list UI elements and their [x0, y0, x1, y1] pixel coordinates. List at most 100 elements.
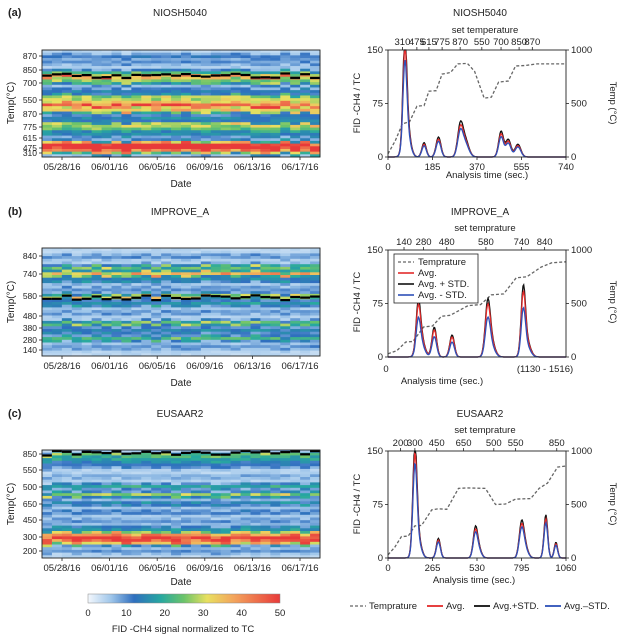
heatmap-cell — [230, 248, 241, 252]
heatmap-cell — [310, 71, 321, 75]
heatmap-cell — [61, 269, 73, 273]
heatmap-cell — [230, 506, 241, 510]
heatmap-cell — [280, 315, 291, 319]
heatmap-cell — [111, 272, 122, 276]
heatmap-cell — [101, 487, 112, 491]
heatmap-cell — [240, 76, 251, 80]
heatmap-cell — [190, 310, 202, 314]
heatmap-cell — [270, 130, 281, 134]
heatmap-cell — [220, 280, 232, 284]
heatmap-cell — [181, 106, 192, 110]
heatmap-cell — [171, 55, 182, 59]
heatmap-cell — [91, 82, 102, 86]
heatmap-cell — [220, 326, 232, 330]
heatmap-cell — [121, 275, 132, 279]
heatmap-cell — [141, 98, 152, 102]
heatmap-cell — [161, 504, 172, 508]
heatmap-cell — [81, 495, 93, 499]
heatmap-cell — [280, 90, 291, 94]
heatmap-cell — [190, 477, 202, 481]
heatmap-cell — [190, 135, 202, 139]
heatmap-cell — [270, 261, 281, 265]
heatmap-cell — [210, 90, 222, 94]
heatmap-cell — [141, 261, 152, 265]
heatmap-cell — [270, 52, 281, 56]
heatmap-cell — [141, 63, 152, 67]
heatmap-cell — [101, 52, 112, 56]
heatmap-cell — [61, 347, 73, 351]
heatmap-cell — [260, 468, 271, 472]
heatmap-cell — [190, 506, 202, 510]
heatmap-cell — [250, 536, 261, 540]
heatmap-cell — [210, 533, 222, 537]
heatmap-cell — [61, 283, 73, 287]
heatmap-cell — [51, 493, 63, 497]
heatmap-cell — [260, 353, 271, 357]
heatmap-cell — [121, 509, 132, 513]
heatmap-cell — [91, 143, 102, 147]
heatmap-cell — [161, 256, 172, 260]
heatmap-cell — [141, 272, 152, 276]
heatmap-cell — [81, 299, 93, 303]
heatmap-cell — [61, 154, 73, 158]
heatmap-cell — [240, 474, 251, 478]
heatmap-cell — [101, 288, 112, 292]
heatmap-cell — [171, 283, 182, 287]
heatmap-cell — [101, 544, 112, 548]
heatmap-cell — [121, 471, 132, 475]
heatmap-cell — [190, 98, 202, 102]
heatmap-cell — [260, 509, 271, 513]
heatmap-cell — [300, 261, 311, 265]
heatmap-cell — [190, 66, 202, 70]
heatmap-cell — [151, 253, 162, 257]
heatmap-cell — [111, 495, 122, 499]
heatmap-cell — [280, 487, 291, 491]
heatmap-cell — [91, 482, 102, 486]
heatmap-cell — [61, 280, 73, 284]
heatmap-cell — [240, 130, 251, 134]
heatmap-cell — [61, 108, 73, 112]
heatmap-cell — [250, 528, 261, 532]
heatmap-cell — [161, 509, 172, 513]
heatmap-cell — [91, 302, 102, 306]
heatmap-cell — [280, 108, 291, 112]
heatmap-cell — [290, 248, 301, 252]
heatmap-cell — [270, 138, 281, 142]
heatmap-cell — [71, 307, 83, 311]
heatmap-cell — [250, 266, 261, 270]
heatmap-cell — [131, 539, 142, 543]
heatmap-cell — [131, 509, 142, 513]
heatmap-cell — [141, 302, 152, 306]
heatmap-cell — [151, 90, 162, 94]
heatmap-cell — [111, 68, 122, 72]
heatmap-cell — [111, 520, 122, 524]
heatmap-cell — [290, 531, 301, 535]
heatmap-cell — [111, 106, 122, 110]
heatmap-cell — [300, 116, 311, 120]
heatmap-cell — [101, 307, 112, 311]
heatmap-cell — [171, 58, 182, 62]
heatmap-cell — [81, 98, 93, 102]
heatmap-cell — [190, 146, 202, 150]
heatmap-cell — [200, 275, 212, 279]
heatmap-cell — [280, 84, 291, 88]
heatmap-cell — [61, 272, 73, 276]
heatmap-cell — [111, 63, 122, 67]
heatmap-cell — [270, 474, 281, 478]
heatmap-cell — [51, 285, 63, 289]
heatmap-cell — [290, 291, 301, 295]
heatmap-cell — [81, 490, 93, 494]
heatmap-cell — [260, 60, 271, 64]
heatmap-cell — [181, 487, 192, 491]
heatmap-cell — [51, 512, 63, 516]
heatmap-cell — [61, 544, 73, 548]
heatmap-cell — [300, 536, 311, 540]
heatmap-cell — [260, 95, 271, 99]
heatmap-cell — [61, 58, 73, 62]
heatmap-cell — [71, 353, 83, 357]
heatmap-cell — [141, 495, 152, 499]
heatmap-cell — [190, 87, 202, 91]
heatmap-cell — [210, 264, 222, 268]
heatmap-cell — [61, 291, 73, 295]
heatmap-cell — [280, 485, 291, 489]
